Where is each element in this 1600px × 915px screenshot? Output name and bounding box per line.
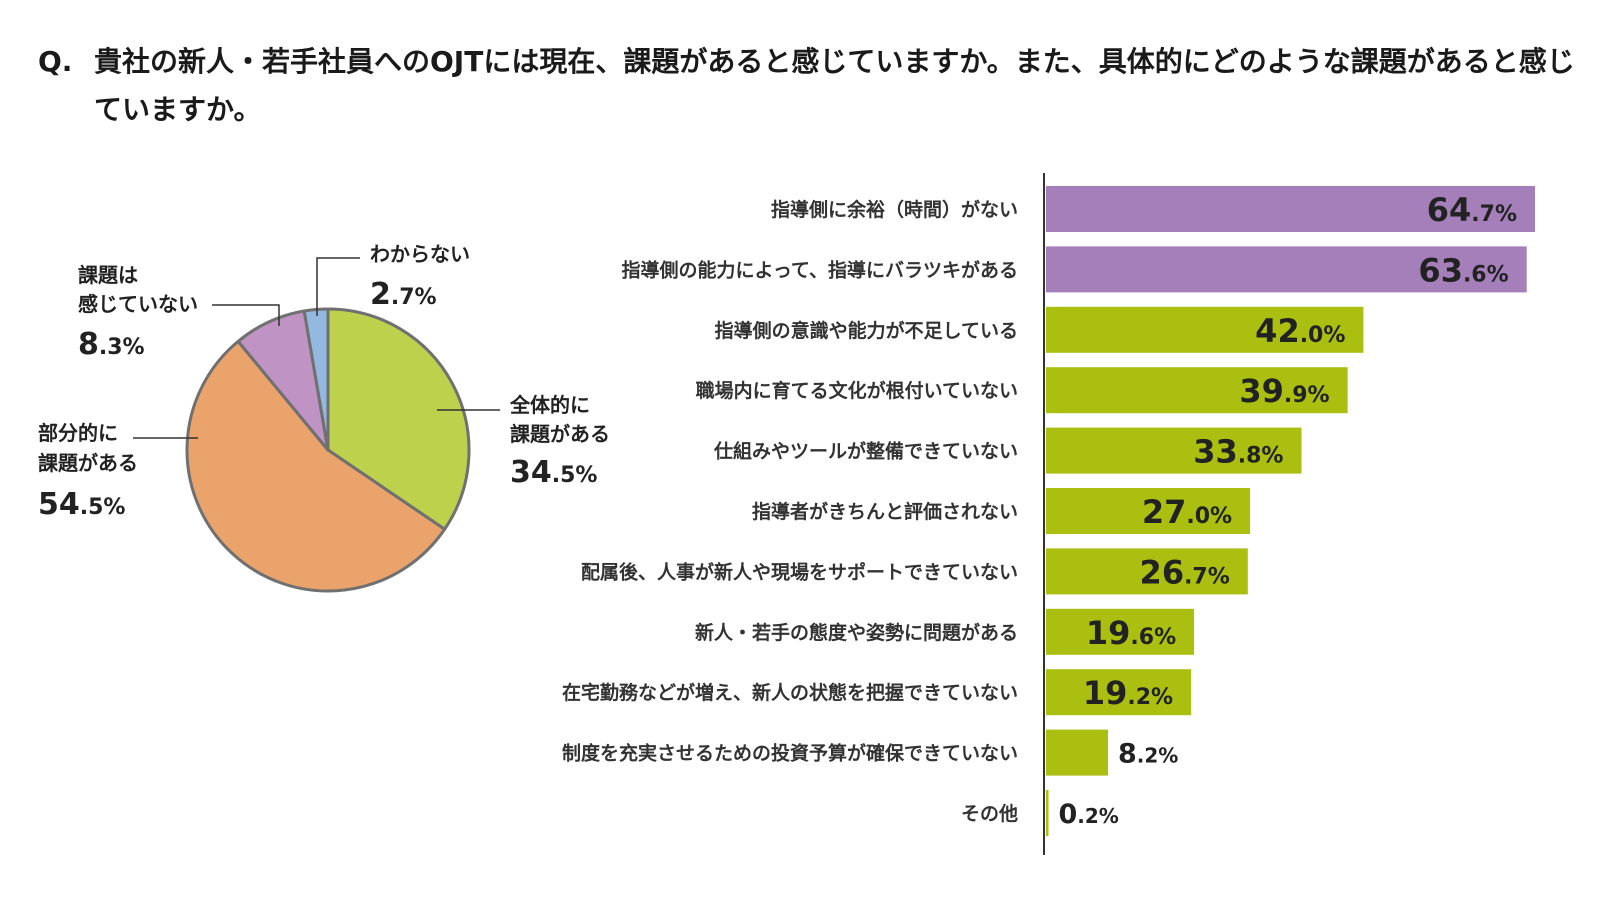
bar-value-label: 63.6% — [1418, 251, 1508, 289]
bar-category-label: 職場内に育てる文化が根付いていない — [696, 379, 1018, 402]
bar-value-label: 0.2% — [1059, 799, 1119, 830]
bar-value-label: 42.0% — [1255, 312, 1345, 350]
pie-category-label: 感じていない — [78, 292, 198, 316]
pie-category-label: 全体的に — [509, 393, 590, 417]
bar-category-label: 仕組みやツールが整備できていない — [713, 440, 1018, 463]
pie-leader-line — [212, 304, 280, 326]
pie-category-label: 課題がある — [510, 422, 610, 446]
bar — [1046, 548, 1248, 595]
question-prefix: Q. — [38, 45, 73, 78]
pie-chart: 全体的に課題がある34.5%部分的に課題がある54.5%課題は感じていない8.3… — [38, 242, 610, 593]
bar — [1046, 367, 1348, 414]
bar-value-label: 27.0% — [1142, 493, 1232, 531]
bar-category-label: 配属後、人事が新人や現場をサポートできていない — [581, 560, 1018, 583]
bar — [1046, 246, 1527, 293]
question-title: Q. 貴社の新人・若手社員へのOJTには現在、課題があると感じていますか。また、… — [38, 38, 1578, 134]
bar-category-label: 指導側の能力によって、指導にバラツキがある — [621, 258, 1018, 281]
pie-value-label: 8.3% — [78, 327, 145, 362]
pie-category-label: 部分的に — [38, 421, 118, 445]
bar-category-label: 指導者がきちんと評価されない — [752, 500, 1018, 523]
bar — [1046, 306, 1364, 353]
bar-category-label: 在宅勤務などが増え、新人の状態を把握できていない — [562, 681, 1018, 704]
bar-category-label: その他 — [961, 802, 1018, 825]
bar-chart: 指導側に余裕（時間）がない 64.7% 指導側の能力によって、指導にバラツキがある 6… — [562, 173, 1535, 855]
pie-category-label: わからない — [370, 242, 470, 266]
bar-value-label: 26.7% — [1140, 553, 1230, 591]
bar-category-label: 指導側の意識や能力が不足している — [715, 319, 1018, 342]
pie-value-label: 34.5% — [510, 455, 597, 490]
pie-value-label: 2.7% — [370, 277, 437, 312]
bar-value-label: 64.7% — [1427, 191, 1517, 229]
question-text: 貴社の新人・若手社員へのOJTには現在、課題があると感じていますか。また、具体的… — [94, 45, 1575, 126]
bar-category-label: 制度を充実させるための投資予算が確保できていない — [562, 742, 1018, 765]
bar — [1046, 186, 1535, 232]
bar — [1046, 488, 1251, 534]
pie-slice — [326, 307, 471, 531]
bar-value-label: 19.6% — [1086, 614, 1176, 652]
pie-value-label: 54.5% — [38, 487, 125, 522]
pie-slice — [302, 307, 330, 452]
bar-value-label: 33.8% — [1193, 433, 1283, 471]
bar-category-label: 新人・若手の態度や姿勢に問題がある — [695, 621, 1018, 644]
pie-category-label: 課題は — [78, 263, 138, 287]
pie-category-label: 課題がある — [38, 451, 138, 475]
bar — [1046, 790, 1049, 836]
pie-leader-line — [316, 257, 360, 316]
bar-category-label: 指導側に余裕（時間）がない — [771, 198, 1018, 221]
bar-value-label: 19.2% — [1083, 674, 1173, 712]
bar — [1046, 669, 1192, 716]
pie-slice — [185, 339, 447, 593]
bar — [1046, 729, 1108, 776]
bar-value-label: 39.9% — [1239, 372, 1329, 410]
bar-value-label: 8.2% — [1118, 739, 1178, 770]
bar — [1046, 608, 1195, 655]
bar — [1046, 427, 1302, 474]
